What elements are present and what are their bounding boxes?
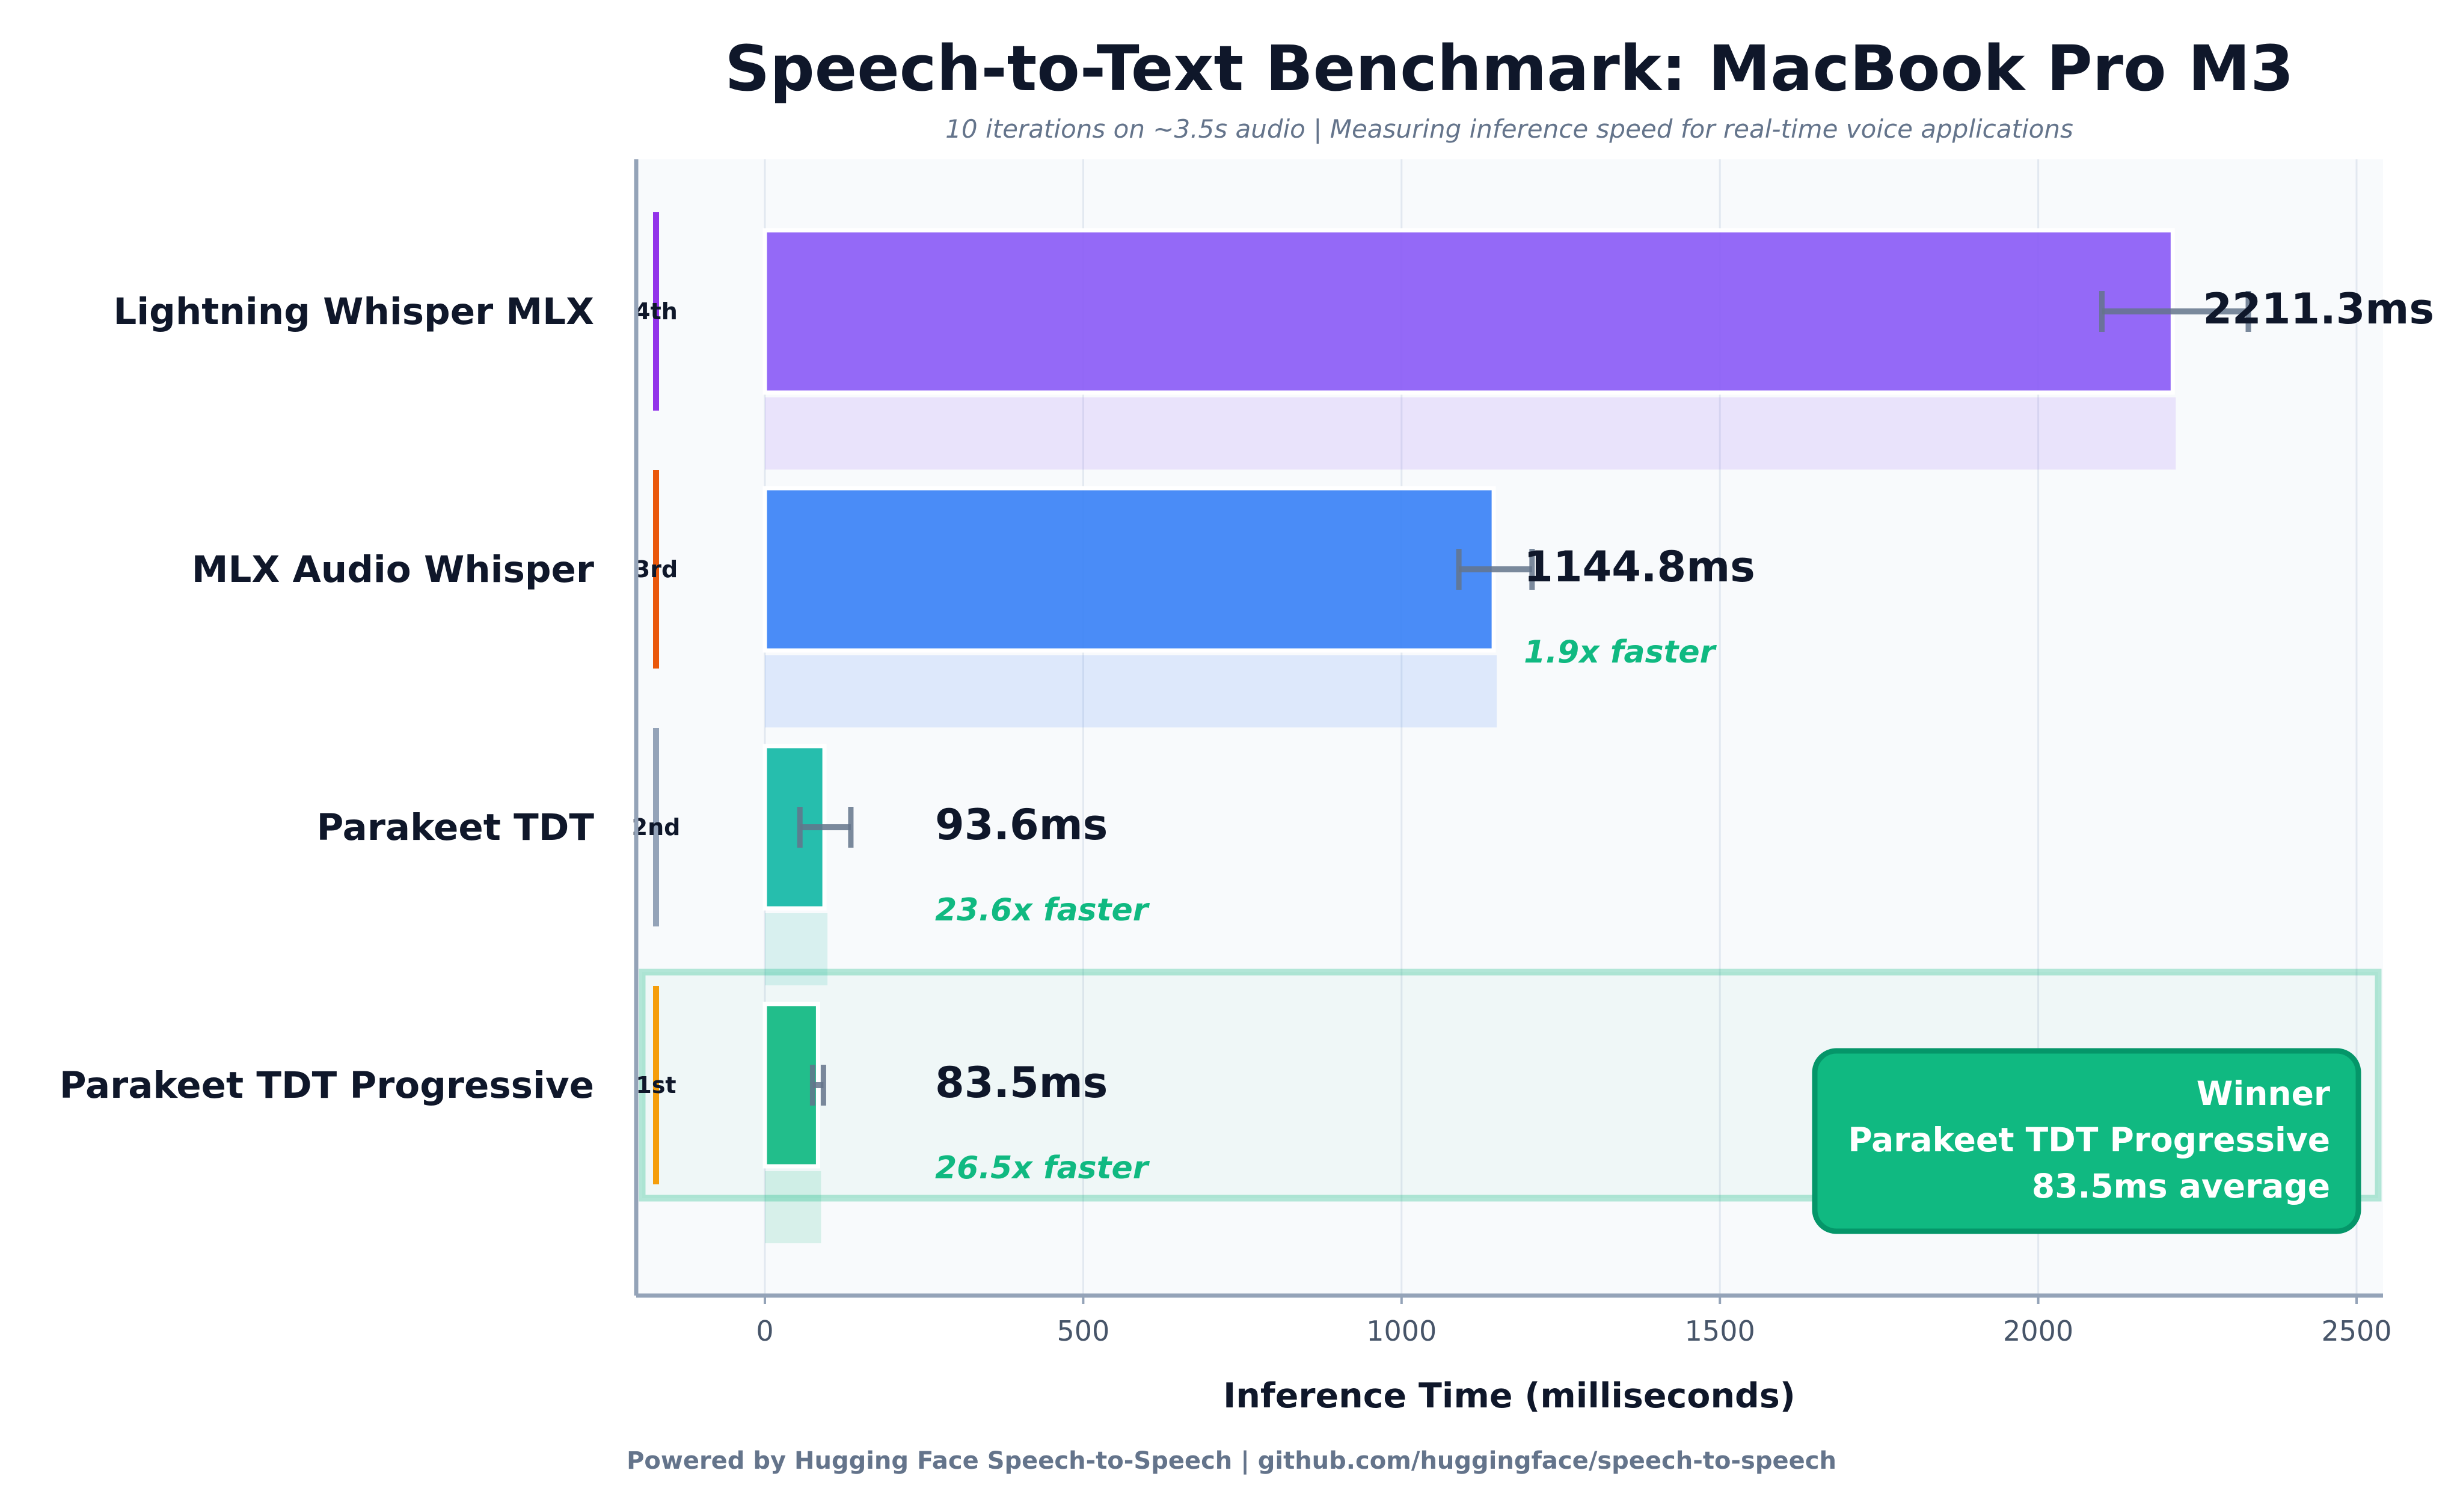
bar — [762, 1002, 820, 1169]
error-bar — [2099, 291, 2251, 332]
x-tick-label: 2000 — [2003, 1315, 2073, 1347]
value-label: 2211.3ms — [2203, 284, 2434, 334]
speedup-label: 23.6x faster — [935, 892, 1150, 928]
category-label: Lightning Whisper MLX — [113, 290, 594, 333]
chart-subtitle: 10 iterations on ~3.5s audio | Measuring… — [945, 114, 2073, 144]
speedup-label: 1.9x faster — [1524, 634, 1717, 670]
winner-callout-heading: Winner — [2197, 1074, 2330, 1113]
x-tick-label: 1000 — [1366, 1315, 1437, 1347]
footer-credit: Powered by Hugging Face Speech-to-Speech… — [627, 1447, 1836, 1475]
winner-callout-average: 83.5ms average — [2032, 1167, 2330, 1205]
rank-label: 3rd — [634, 556, 678, 583]
x-tick-label: 500 — [1057, 1315, 1109, 1347]
rank-label: 4th — [634, 298, 678, 325]
error-bar — [1456, 549, 1535, 590]
winner-callout-model: Parakeet TDT Progressive — [1848, 1121, 2330, 1159]
x-tick-label: 2500 — [2321, 1315, 2391, 1347]
bar-shadow — [765, 1171, 821, 1243]
winner-callout-box — [1812, 1048, 2361, 1234]
x-axis-label: Inference Time (milliseconds) — [1223, 1376, 1796, 1416]
winner-callout: Winner Parakeet TDT Progressive 83.5ms a… — [1812, 1048, 2361, 1234]
x-tick-label: 1500 — [1685, 1315, 1755, 1347]
bar — [762, 228, 2175, 395]
axes: Lightning Whisper MLX MLX Audio Whisper Pa… — [60, 159, 2392, 1347]
speedup-label: 26.5x faster — [935, 1150, 1150, 1186]
category-label: Parakeet TDT Progressive — [60, 1064, 594, 1107]
rank-label: 1st — [636, 1072, 676, 1098]
value-label: 1144.8ms — [1524, 542, 1755, 592]
x-tick-label: 0 — [756, 1315, 773, 1347]
error-bar — [809, 1065, 826, 1106]
chart-title: Speech-to-Text Benchmark: MacBook Pro M3 — [725, 32, 2293, 105]
bar-shadow — [765, 397, 2176, 470]
bar-shadow — [765, 913, 828, 985]
bars: 4th 2211.3ms 3rd 1144.8ms 1.9x faster 2nd 93.6… — [632, 212, 2434, 1243]
category-label: Parakeet TDT — [317, 806, 595, 849]
bar-shadow — [765, 655, 1497, 727]
value-label: 83.5ms — [935, 1058, 1108, 1107]
bar — [762, 486, 1496, 653]
error-bar — [797, 807, 854, 848]
category-label: MLX Audio Whisper — [192, 548, 594, 591]
rank-label: 2nd — [632, 814, 681, 840]
value-label: 93.6ms — [935, 800, 1108, 849]
